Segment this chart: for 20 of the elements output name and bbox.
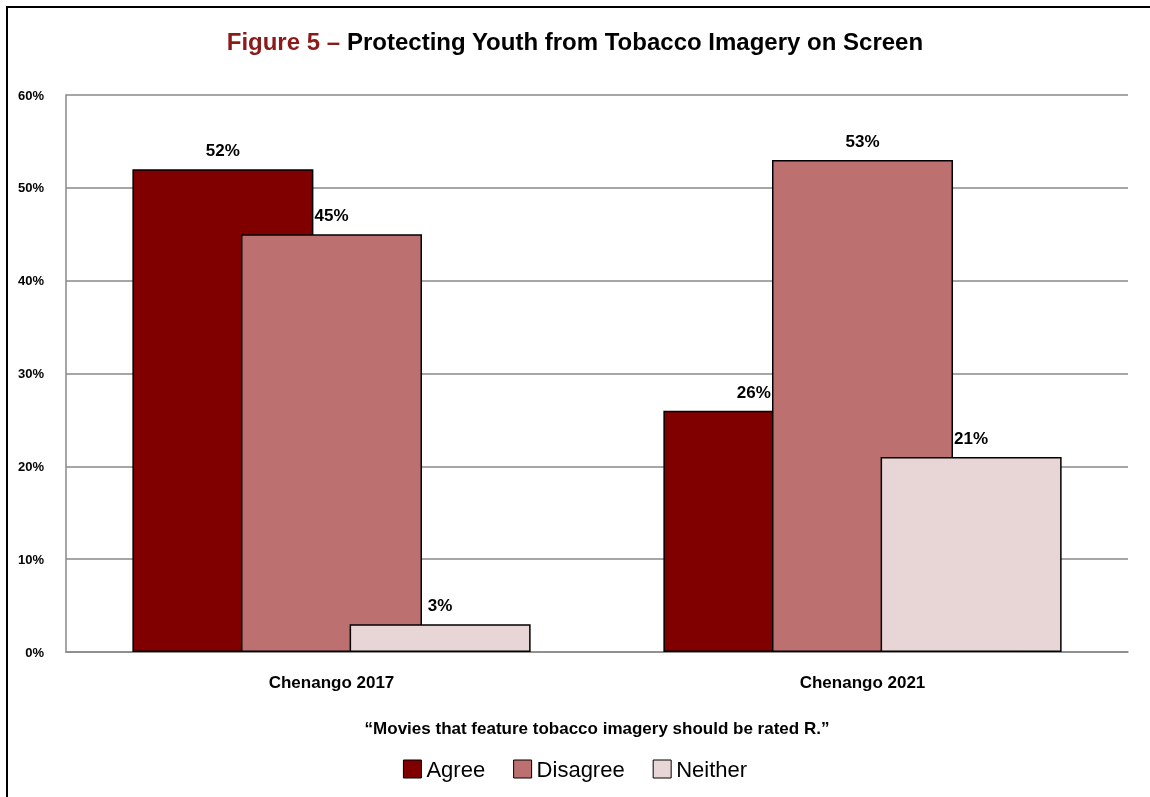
legend-label: Neither <box>676 756 748 782</box>
data-label: 26% <box>736 382 771 402</box>
y-tick-label: 20% <box>17 458 45 474</box>
y-tick-label: 60% <box>17 87 45 103</box>
x-tick-label: Chenango 2021 <box>799 673 926 692</box>
y-tick-label: 10% <box>17 551 45 567</box>
y-tick-label: 30% <box>17 366 45 381</box>
y-tick-label: 50% <box>17 180 45 196</box>
x-axis-title: “Movies that feature tobacco imagery should be rated R.” <box>364 719 830 738</box>
data-label: 52% <box>205 141 240 161</box>
legend-label: Agree <box>426 756 486 782</box>
y-tick-label: 0% <box>25 644 45 660</box>
y-tick-label: 40% <box>17 273 45 289</box>
data-label: 45% <box>314 206 349 226</box>
legend-label: Disagree <box>536 756 625 782</box>
chart-title: Figure 5 – Protecting Youth from Tobacco Imagery on Screen <box>226 27 924 55</box>
data-label: 53% <box>845 131 880 151</box>
data-label: 21% <box>954 429 989 449</box>
x-tick-label: Chenango 2017 <box>268 673 395 692</box>
data-label: 3% <box>427 596 453 616</box>
